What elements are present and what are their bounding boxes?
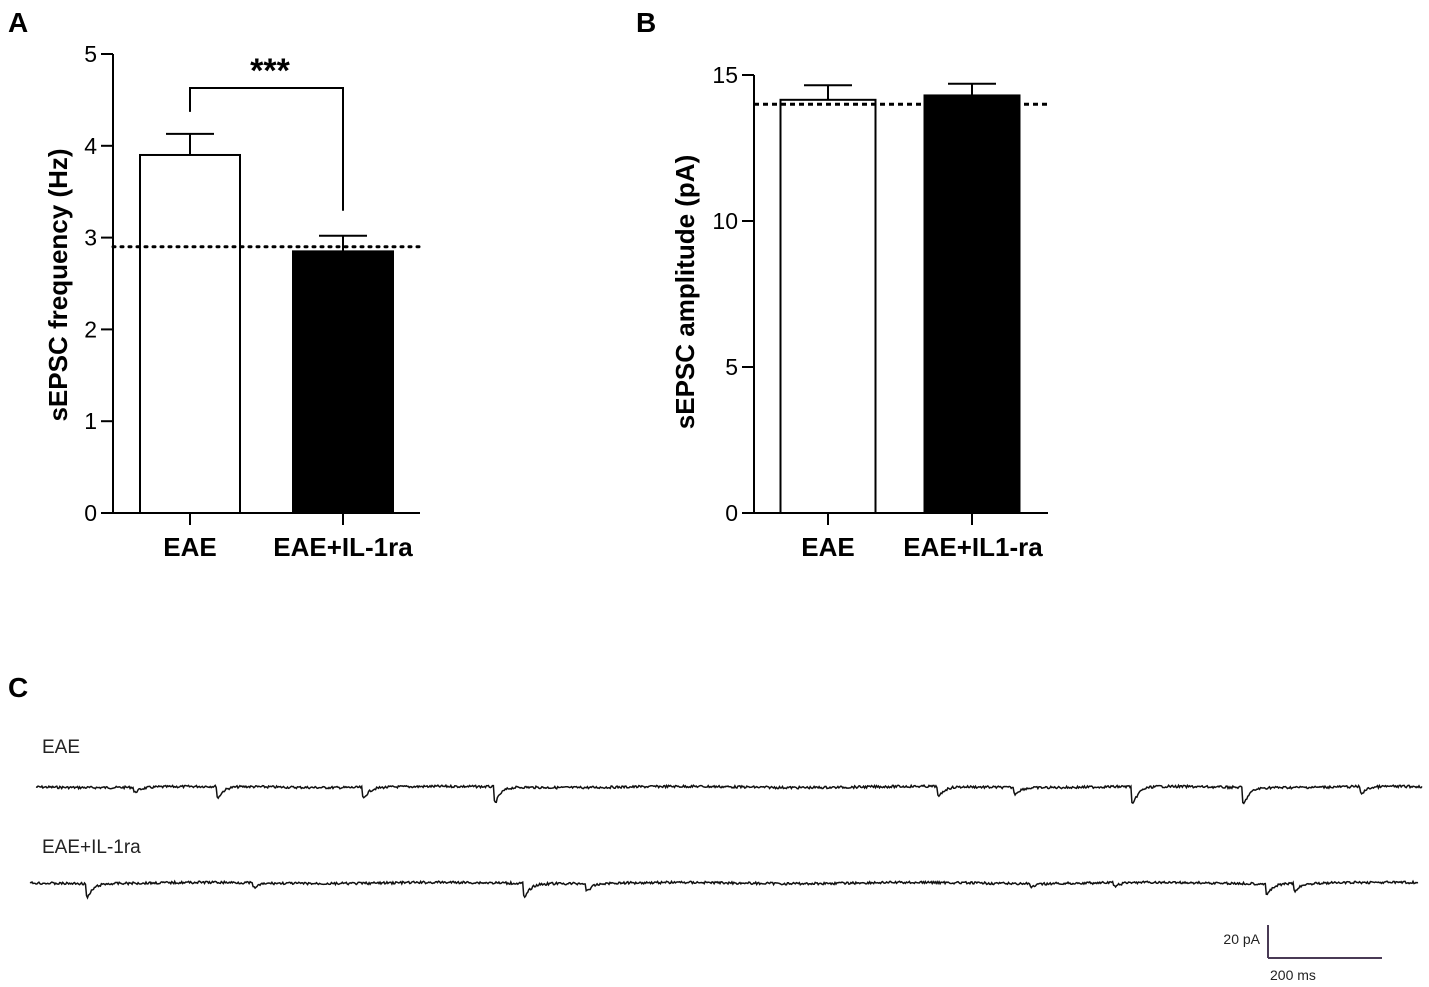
trace-eae	[35, 783, 1423, 805]
panel-letter-a: A	[8, 7, 28, 38]
panel-c-traces: C EAE EAE+IL-1ra 20 pA 200 ms	[8, 672, 1423, 983]
bar	[292, 250, 394, 514]
bar	[923, 94, 1021, 514]
trace-label-eae-il1ra: EAE+IL-1ra	[42, 837, 141, 858]
bar	[139, 153, 241, 514]
scale-bar-x-label: 200 ms	[1270, 967, 1316, 983]
panel-a-category-label-eae-il1ra: EAE+IL-1ra	[273, 532, 413, 562]
panel-a-chart: A 0 1 2 3 4 5 sEPSC frequency (Hz) EAE EAE+IL…	[8, 7, 422, 562]
y-tick-label: 5	[84, 41, 97, 67]
y-tick-label: 0	[725, 500, 738, 526]
y-tick-label: 1	[84, 408, 97, 434]
trace-label-eae: EAE	[42, 737, 80, 758]
panel-b-category-label-eae-il1ra: EAE+IL1-ra	[903, 532, 1043, 562]
y-tick-label: 15	[712, 62, 738, 88]
panel-a-significance-marker: ***	[250, 52, 290, 90]
panel-a-category-label-eae: EAE	[163, 532, 216, 562]
bar	[779, 98, 877, 514]
scale-bar: 20 pA 200 ms	[1223, 925, 1382, 983]
panel-b-y-axis-title: sEPSC amplitude (pA)	[670, 155, 700, 429]
y-tick-label: 3	[84, 225, 97, 251]
trace-eae-il1ra	[29, 879, 1419, 900]
panel-a-y-axis-title: sEPSC frequency (Hz)	[43, 148, 73, 421]
significance-bracket	[189, 87, 344, 211]
panel-a-axes: 0 1 2 3 4 5	[84, 41, 422, 526]
panel-letter-c: C	[8, 672, 28, 703]
panel-letter-b: B	[636, 7, 656, 38]
y-tick-label: 10	[712, 208, 738, 234]
y-tick-label: 4	[84, 133, 97, 159]
y-tick-label: 5	[725, 354, 738, 380]
panel-b-axes: 0 5 10 15	[712, 62, 1048, 526]
panel-b-chart: B 0 5 10 15 sEPSC amplitude (pA) EAE EAE+IL…	[636, 7, 1048, 562]
y-tick-label: 2	[84, 316, 97, 342]
scale-bar-y-label: 20 pA	[1223, 931, 1260, 947]
panel-b-category-label-eae: EAE	[801, 532, 854, 562]
y-tick-label: 0	[84, 500, 97, 526]
